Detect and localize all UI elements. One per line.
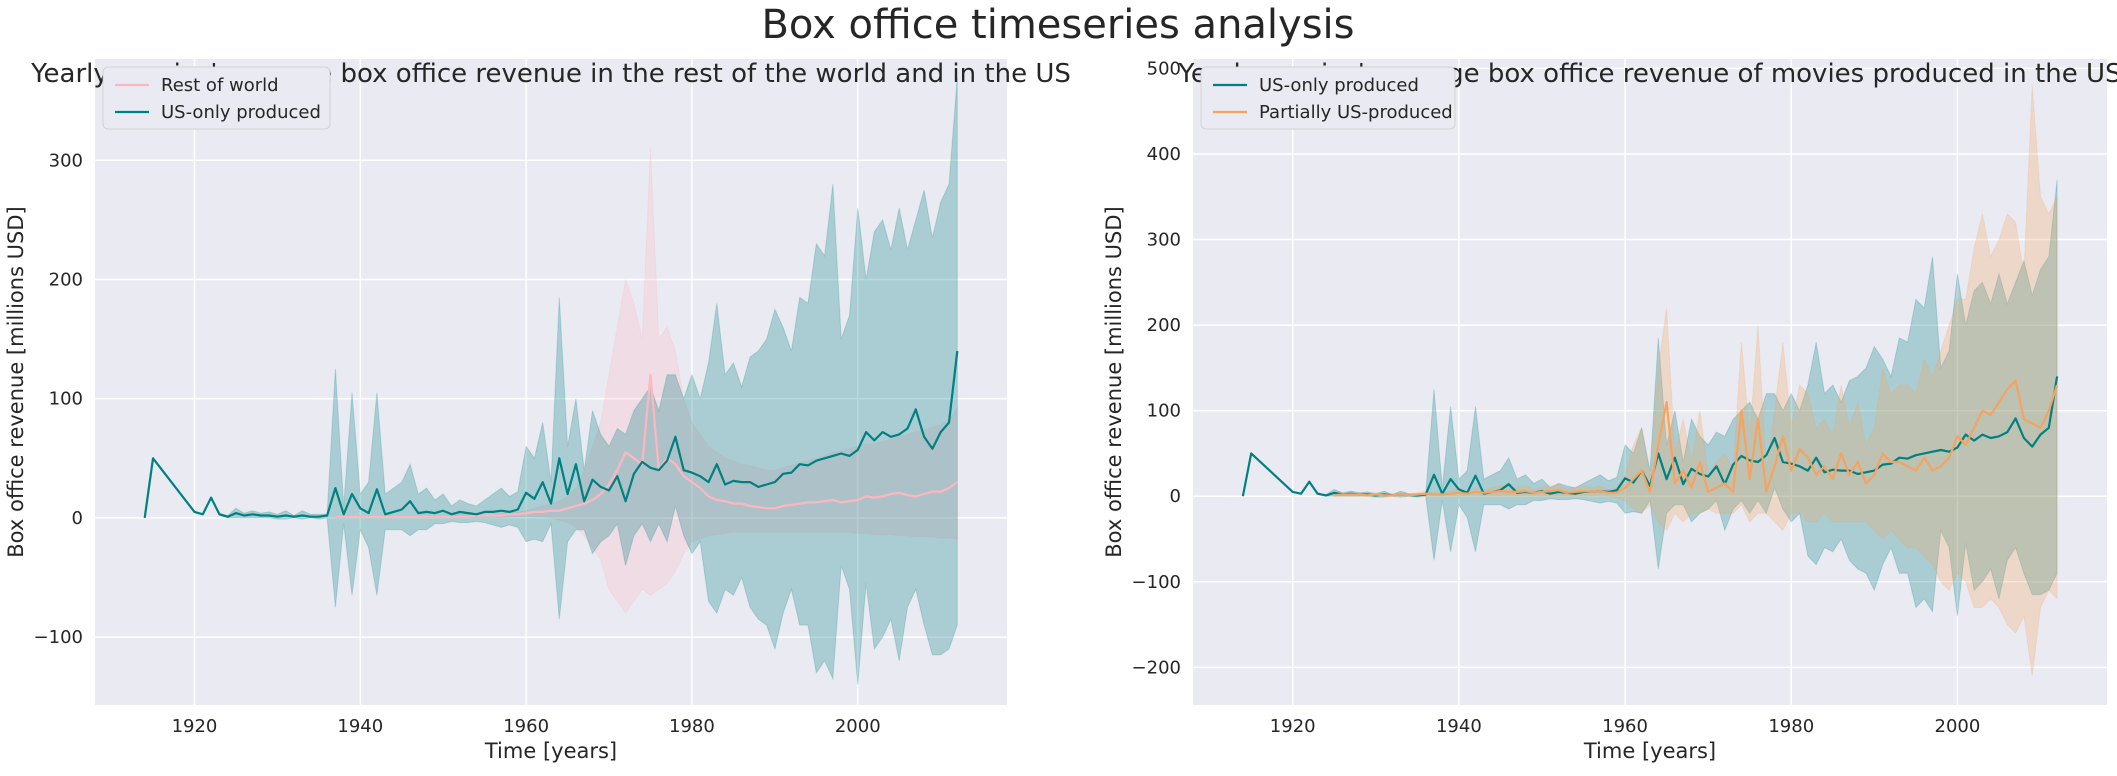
chart-1: 1920 1940 1960 1980 2000 −100 0 100 200 300 Time [… (4, 59, 1071, 763)
y-tick-label: 100 (1147, 401, 1181, 422)
y-tick-label: 0 (1170, 486, 1181, 507)
series-line (1334, 379, 2059, 497)
y-tick-label: −100 (1132, 572, 1181, 593)
chart-2: 1920 1940 1960 1980 2000 −200 −100 0 100 200 300 40… (1102, 58, 2117, 763)
y-tick-label: 500 (1147, 58, 1181, 79)
legend-label: US-only produced (161, 102, 321, 123)
y-tick-label: 400 (1147, 144, 1181, 165)
series-line (335, 373, 958, 518)
x-tick-label: 1960 (1602, 716, 1648, 737)
y-tick-label: 200 (1147, 315, 1181, 336)
y-axis-label: Box office revenue [millions USD] (4, 206, 28, 557)
legend: Rest of world US-only produced (102, 66, 331, 130)
legend-label: Rest of world (161, 75, 279, 96)
legend: US-only produced Partially US-produced (1200, 66, 1456, 130)
confidence-band (1333, 85, 2058, 676)
plot-marks (143, 76, 959, 685)
legend-box (102, 66, 331, 130)
x-axis-label: Time [years] (1583, 739, 1716, 763)
series-line (143, 350, 959, 519)
y-tick-label: 100 (49, 389, 83, 410)
confidence-band (334, 148, 958, 615)
x-tick-label: 1940 (337, 716, 383, 737)
plot-area (95, 59, 1007, 705)
legend-box (1200, 66, 1456, 130)
y-tick-label: 200 (49, 269, 83, 290)
plot-marks (1241, 85, 2059, 676)
x-tick-label: 1980 (1768, 716, 1814, 737)
x-tick-label: 1940 (1436, 716, 1482, 737)
x-tick-label: 1920 (172, 716, 218, 737)
y-tick-label: −100 (34, 627, 83, 648)
x-tick-label: 2000 (1935, 716, 1981, 737)
x-tick-label: 1920 (1270, 716, 1316, 737)
x-axis-label: Time [years] (484, 739, 617, 763)
y-axis-label: Box office revenue [millions USD] (1102, 206, 1126, 557)
legend-label: Partially US-produced (1259, 102, 1453, 123)
x-tick-label: 1980 (669, 716, 715, 737)
y-tick-label: 300 (49, 150, 83, 171)
y-tick-label: 0 (72, 508, 83, 529)
y-tick-label: −200 (1132, 657, 1181, 678)
y-tick-label: 300 (1147, 230, 1181, 251)
figure-suptitle: Box office timeseries analysis (761, 2, 1354, 48)
x-tick-label: 2000 (835, 716, 881, 737)
plot-area (1193, 59, 2107, 705)
legend-label: US-only produced (1259, 75, 1419, 96)
x-tick-label: 1960 (503, 716, 549, 737)
